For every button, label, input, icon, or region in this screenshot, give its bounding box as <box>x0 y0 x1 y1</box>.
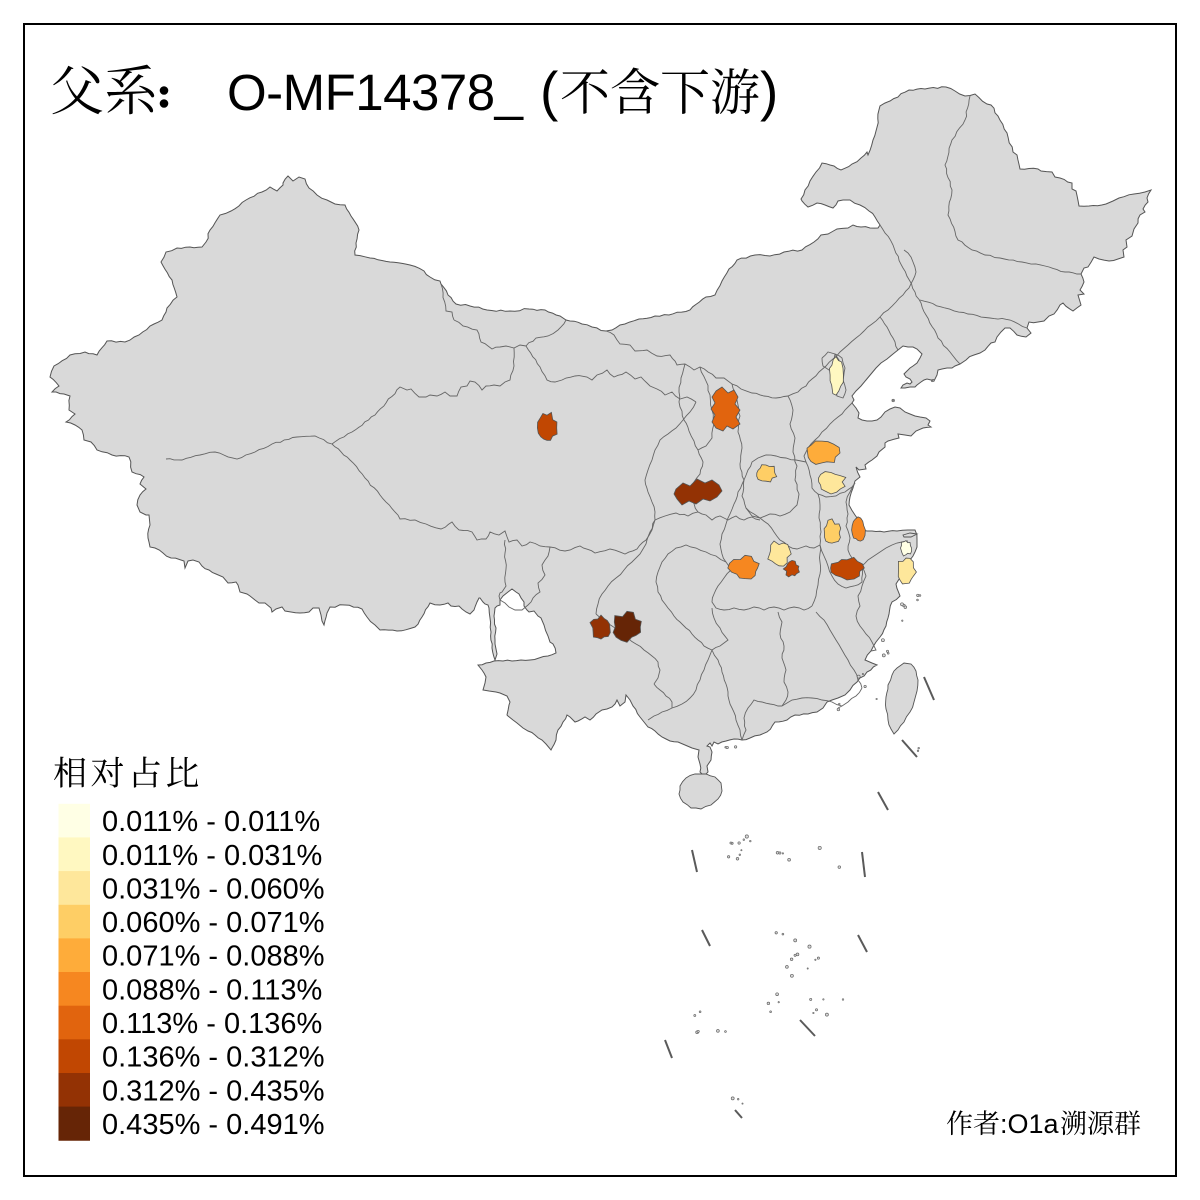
svg-text:0.312% - 0.435%: 0.312% - 0.435% <box>102 1075 324 1107</box>
svg-text:0.113% - 0.136%: 0.113% - 0.136% <box>102 1008 322 1040</box>
svg-text:0.136% - 0.312%: 0.136% - 0.312% <box>102 1042 324 1074</box>
svg-text:0.088% - 0.113%: 0.088% - 0.113% <box>102 974 322 1006</box>
svg-text:(: ( <box>540 60 558 122</box>
svg-text:O-MF14378_: O-MF14378_ <box>227 64 524 121</box>
svg-text:0.071% - 0.088%: 0.071% - 0.088% <box>102 941 324 973</box>
svg-text:0.060% - 0.071%: 0.060% - 0.071% <box>102 907 324 939</box>
svg-text::O1a: :O1a <box>1000 1109 1060 1139</box>
svg-text:0.011% - 0.031%: 0.011% - 0.031% <box>102 840 322 872</box>
svg-text:0.435% - 0.491%: 0.435% - 0.491% <box>102 1109 324 1141</box>
svg-text:0.011% - 0.011%: 0.011% - 0.011% <box>102 806 320 838</box>
svg-text:): ) <box>760 60 778 122</box>
svg-text:0.031% - 0.060%: 0.031% - 0.060% <box>102 873 324 905</box>
